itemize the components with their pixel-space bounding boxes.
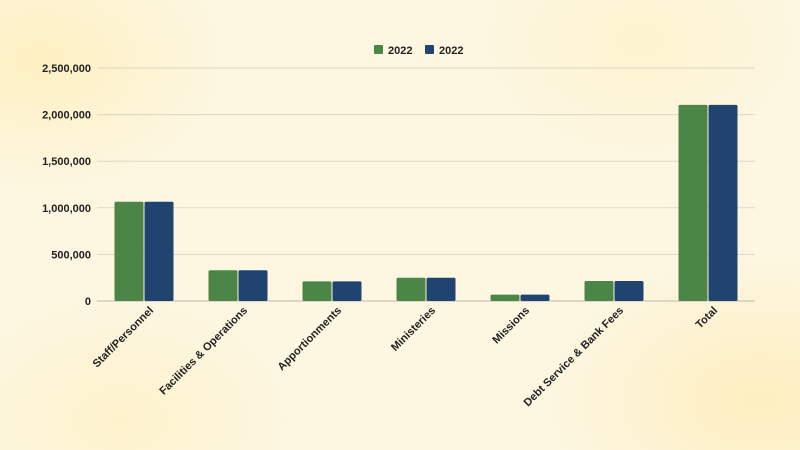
- y-tick-label: 1,500,000: [42, 156, 91, 168]
- bar-series2-5: [614, 280, 644, 301]
- gridlines: [97, 67, 755, 302]
- bar-series1-6: [678, 104, 708, 302]
- y-tick-label: 0: [85, 296, 91, 308]
- bar-series2-4: [520, 294, 550, 301]
- bar-series1-5: [584, 280, 614, 301]
- bars: [114, 104, 738, 302]
- y-tick-label: 2,500,000: [42, 63, 91, 75]
- bar-series1-1: [208, 270, 238, 301]
- x-category-label: Staff/Personnel: [91, 305, 157, 371]
- x-category-label: Facilities & Operations: [157, 305, 250, 398]
- bar-series2-3: [426, 277, 456, 301]
- bar-series2-1: [238, 270, 268, 301]
- x-category-label: Total: [694, 305, 720, 331]
- legend-swatch: [374, 45, 383, 54]
- x-category-label: Debt Service & Bank Fees: [522, 305, 626, 409]
- y-tick-label: 500,000: [51, 249, 91, 261]
- y-tick-label: 1,000,000: [42, 203, 91, 215]
- y-tick-label: 2,000,000: [42, 110, 91, 122]
- bar-series1-2: [302, 281, 332, 301]
- x-category-label: Apportionments: [276, 305, 345, 374]
- bar-series2-6: [708, 104, 738, 302]
- legend-label: 2022: [439, 45, 463, 57]
- x-category-label: Missions: [490, 305, 532, 347]
- x-category-label: Ministeries: [389, 305, 438, 354]
- y-axis: 0 500,000 1,000,000 1,500,000 2,000,000 2,500…: [42, 63, 91, 308]
- bar-series1-4: [490, 294, 520, 301]
- x-axis: Staff/Personnel Facilities & Operations Ap…: [91, 305, 721, 409]
- legend-label: 2022: [388, 45, 412, 57]
- bar-series2-2: [332, 281, 362, 301]
- bar-series1-3: [396, 277, 426, 301]
- bar-series2-0: [144, 201, 174, 301]
- legend: 2022 2022: [374, 45, 463, 57]
- bar-series1-0: [114, 201, 144, 301]
- legend-swatch: [425, 45, 434, 54]
